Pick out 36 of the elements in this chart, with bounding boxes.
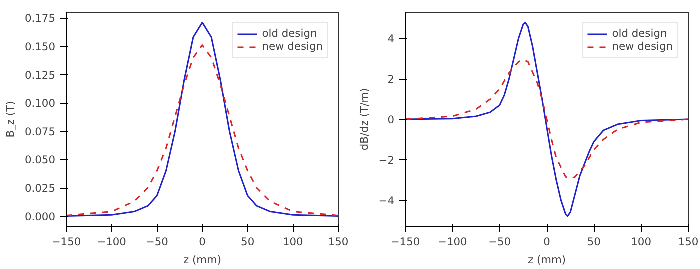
y-tick-label: −4 — [378, 194, 395, 208]
y-tick-label: 4 — [388, 32, 395, 46]
legend-label: old design — [612, 27, 668, 40]
legend-label: new design — [262, 40, 323, 53]
y-axis-title: dB/dz (T/m) — [358, 88, 371, 151]
x-tick-label: 100 — [282, 236, 304, 248]
y-tick-label: −2 — [378, 154, 395, 167]
x-tick-label: −150 — [52, 236, 82, 248]
x-tick-label: 150 — [678, 236, 699, 248]
x-tick-label: 0 — [199, 236, 206, 248]
x-tick-label: 100 — [631, 236, 652, 248]
y-tick-label: 0 — [388, 114, 395, 126]
x-tick-label: −50 — [488, 236, 512, 248]
y-tick-label: 0.125 — [24, 68, 56, 82]
y-tick-label: 2 — [388, 73, 394, 86]
x-tick-label: −100 — [97, 236, 127, 248]
x-tick-label: 50 — [241, 236, 255, 248]
y-tick-label: 0.150 — [24, 40, 56, 54]
x-tick-label: −50 — [146, 236, 169, 248]
x-tick-label: −150 — [390, 236, 420, 248]
x-tick-label: −100 — [438, 236, 468, 248]
y-axis-title: B_z (T) — [4, 101, 17, 138]
y-tick-label: 0.050 — [24, 154, 56, 167]
y-tick-label: 0.075 — [24, 125, 56, 138]
y-tick-label: 0.100 — [24, 97, 56, 110]
x-tick-label: 0 — [544, 236, 551, 248]
x-axis-title: z (mm) — [183, 254, 222, 266]
y-tick-label: 0.000 — [24, 210, 56, 224]
line-series — [406, 59, 688, 180]
x-tick-label: 50 — [587, 236, 602, 248]
legend-label: new design — [612, 40, 673, 53]
x-tick-label: 150 — [328, 236, 349, 248]
x-axis-title: z (mm) — [528, 254, 566, 266]
y-tick-label: 0.175 — [24, 12, 56, 26]
y-tick-label: 0.025 — [24, 182, 56, 196]
legend-label: old design — [262, 27, 318, 40]
